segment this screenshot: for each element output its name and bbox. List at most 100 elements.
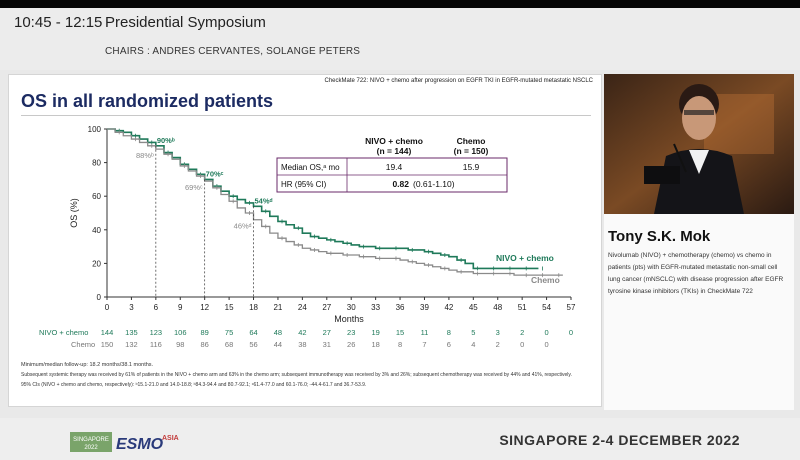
at-risk-chemo-value: 0 [520,340,524,349]
at-risk-nivo-value: 64 [249,328,257,337]
table-row1-v2: 15.9 [463,162,480,172]
at-risk-chemo-value: 0 [544,340,548,349]
at-risk-chemo-value: 68 [225,340,233,349]
slide-title: OS in all randomized patients [21,91,274,111]
svg-text:SINGAPORE: SINGAPORE [73,437,109,443]
footnote-line: 95% CIs (NIVO + chemo and chemo, respect… [21,382,367,388]
at-risk-chemo-value: 4 [471,340,475,349]
x-tick-label: 39 [420,303,429,312]
chemo-series-label: Chemo [531,275,560,285]
at-risk-nivo-value: 106 [174,328,187,337]
y-tick-label: 0 [97,293,102,302]
landmark-annotation: 70%ᶜ [206,169,224,178]
at-risk-nivo-value: 48 [274,328,282,337]
at-risk-nivo-value: 19 [371,328,379,337]
at-risk-nivo-value: 5 [471,328,475,337]
at-risk-chemo-value: 18 [371,340,379,349]
at-risk-nivo-value: 135 [125,328,138,337]
slide-footnotes: Minimum/median follow-up: 18.2 months/38… [21,362,591,389]
table-col2-n: (n = 150) [454,146,489,156]
at-risk-chemo-value: 38 [298,340,306,349]
x-tick-label: 57 [567,303,576,312]
y-tick-label: 80 [92,159,101,168]
x-axis-label: Months [334,314,364,324]
y-tick-label: 60 [92,192,101,201]
y-tick-label: 20 [92,259,101,268]
at-risk-chemo-value: 98 [176,340,184,349]
at-risk-chemo-label: Chemo [71,340,95,349]
at-risk-nivo-value: 144 [101,328,114,337]
x-tick-label: 12 [200,303,209,312]
table-row1-label: Median OS,ᵃ mo [281,163,340,172]
table-col2-header: Chemo [457,136,486,146]
landmark-annotation: 54%ᵈ [255,196,273,205]
presentation-slide: CheckMate 722: NIVO + chemo after progre… [8,74,602,407]
y-axis-label: OS (%) [69,198,79,228]
at-risk-nivo-value: 75 [225,328,233,337]
x-tick-label: 48 [493,303,502,312]
at-risk-nivo-value: 42 [298,328,306,337]
x-tick-label: 24 [298,303,307,312]
landmark-annotation: 88%ᵇ [136,151,154,160]
footnote-line: Minimum/median follow-up: 18.2 months/38… [21,362,154,368]
at-risk-chemo-value: 26 [347,340,355,349]
x-tick-label: 42 [444,303,453,312]
slide-reference: CheckMate 722: NIVO + chemo after progre… [324,78,594,84]
speaker-image [604,74,794,214]
esmo-asia-logo: SINGAPORE 2022 ESMO ASIA [70,430,190,454]
session-header: 10:45 - 12:15 Presidential Symposium CHA… [0,8,800,70]
at-risk-nivo-value: 11 [421,328,429,337]
chemo-curve [107,128,563,276]
speaker-video [604,74,794,214]
at-risk-nivo-value: 23 [347,328,355,337]
x-tick-label: 51 [518,303,527,312]
y-tick-label: 40 [92,226,101,235]
at-risk-chemo-value: 2 [496,340,500,349]
nivo-series-label: NIVO + chemo [496,253,554,263]
at-risk-nivo-value: 3 [496,328,500,337]
at-risk-chemo-value: 132 [125,340,138,349]
table-col1-n: (n = 144) [377,146,412,156]
at-risk-chemo-value: 56 [249,340,257,349]
x-tick-label: 33 [371,303,380,312]
session-title: Presidential Symposium [105,14,266,31]
at-risk-chemo-value: 44 [274,340,282,349]
at-risk-nivo-value: 0 [544,328,548,337]
table-row1-v1: 19.4 [386,162,403,172]
table-col1-header: NIVO + chemo [365,136,423,146]
landmark-annotation: 46%ᵈ [234,222,252,231]
table-row2-hr: 0.82 [392,179,409,189]
x-tick-label: 36 [396,303,405,312]
at-risk-nivo-value: 27 [323,328,331,337]
x-tick-label: 21 [273,303,282,312]
svg-text:2022: 2022 [84,445,98,451]
speaker-name: Tony S.K. Mok [608,228,711,245]
x-tick-label: 30 [347,303,356,312]
at-risk-nivo-value: 15 [396,328,404,337]
x-tick-label: 0 [105,303,110,312]
landmark-annotation: 90%ᵇ [157,136,175,145]
x-tick-label: 9 [178,303,183,312]
at-risk-chemo-value: 8 [398,340,402,349]
at-risk-chemo-value: 150 [101,340,114,349]
at-risk-nivo-value: 0 [569,328,573,337]
x-tick-label: 54 [542,303,551,312]
x-tick-label: 6 [154,303,159,312]
session-chairs: CHAIRS : ANDRES CERVANTES, SOLANGE PETER… [105,46,361,57]
talk-description: Nivolumab (NIVO) + chemotherapy (chemo) … [608,252,784,295]
at-risk-chemo-value: 116 [150,340,162,349]
table-row2-label: HR (95% CI) [281,180,327,189]
x-tick-label: 45 [469,303,478,312]
svg-text:ASIA: ASIA [162,435,179,442]
at-risk-nivo-value: 123 [150,328,163,337]
x-tick-label: 3 [129,303,134,312]
x-tick-label: 27 [322,303,331,312]
landmark-annotation: 69%ᶜ [185,183,203,192]
at-risk-chemo-value: 86 [201,340,209,349]
footnote-line: Subsequent systemic therapy was received… [21,372,572,378]
at-risk-chemo-value: 7 [422,340,426,349]
at-risk-nivo-value: 2 [520,328,524,337]
title-divider [21,115,591,116]
speaker-info-panel: Tony S.K. Mok Nivolumab (NIVO) + chemoth… [604,214,794,410]
